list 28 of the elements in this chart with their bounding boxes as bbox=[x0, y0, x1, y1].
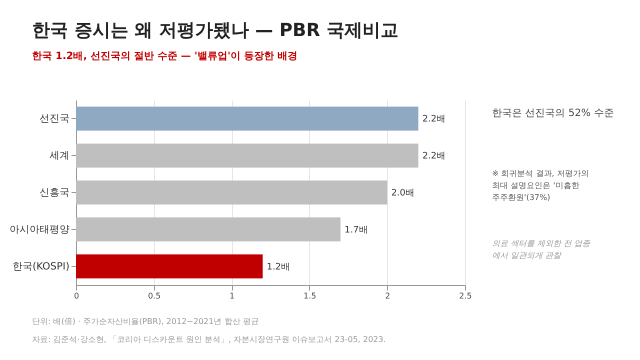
text: 한국은 선진국의 52% 수준 bbox=[492, 108, 614, 119]
text: 의료 섹터를 제외한 전 업종 에서 일관되게 관찰 bbox=[492, 239, 592, 260]
y-tick-label: 세계 bbox=[50, 150, 70, 162]
x-tick-label: 0.5 bbox=[148, 292, 161, 300]
chart-subtitle: 한국 1.2배, 선진국의 절반 수준 — '밸류업'이 등장한 배경 bbox=[32, 51, 298, 62]
bar bbox=[76, 144, 418, 168]
bar bbox=[76, 217, 341, 242]
data-label: 1.2배 bbox=[266, 262, 290, 272]
text: ※ 회귀분석 결과, 저평가의 최대 설명요인은 '미흡한 주주환원'(37%) bbox=[492, 169, 589, 202]
data-label: 2.2배 bbox=[422, 114, 446, 125]
y-tick-label: 아시아태평양 bbox=[10, 224, 70, 236]
text: 자료: 김준석·강소현, 「코리아 디스카운트 원인 분석」, 자본시장연구원 이슈보고서 23-05, 2023. bbox=[32, 335, 386, 344]
data-label: 2.0배 bbox=[391, 188, 415, 198]
x-tick-label: 2 bbox=[385, 292, 390, 300]
x-tick-label: 1.5 bbox=[304, 292, 316, 300]
y-tick-label: 선진국 bbox=[40, 114, 70, 125]
chart-title: 한국 증시는 왜 저평가됐나 — PBR 국제비교 bbox=[32, 20, 398, 41]
x-tick-label: 1 bbox=[230, 292, 235, 300]
y-tick-label: 신흥국 bbox=[40, 188, 70, 198]
bar bbox=[76, 180, 388, 204]
data-label: 1.7배 bbox=[344, 225, 368, 236]
bar bbox=[76, 106, 418, 131]
y-tick-label: 한국(KOSPI) bbox=[12, 261, 70, 272]
x-tick-label: 2.5 bbox=[459, 292, 472, 300]
data-label: 2.2배 bbox=[422, 152, 446, 162]
bar bbox=[76, 254, 263, 278]
x-tick-label: 0 bbox=[74, 292, 80, 300]
text: 단위: 배(倍) · 주가순자산비율(PBR), 2012~2021년 합산 평균 bbox=[32, 317, 259, 326]
